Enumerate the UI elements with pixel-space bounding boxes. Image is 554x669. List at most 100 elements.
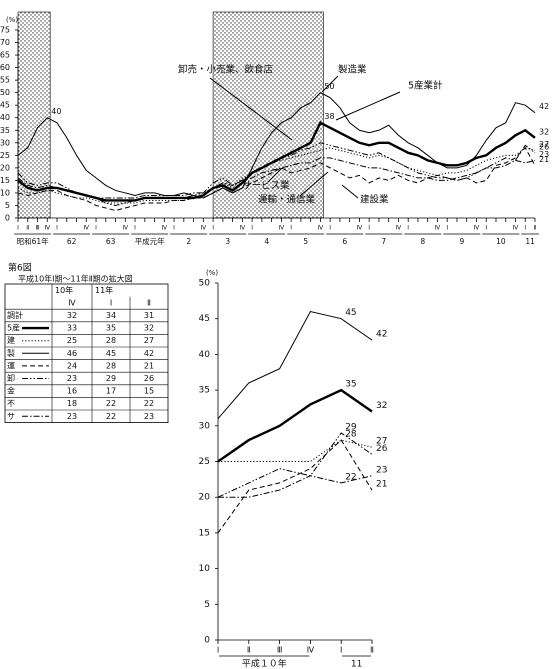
shaded-period <box>17 11 51 219</box>
y-tick-label: 45 <box>199 314 210 324</box>
y-tick-label: 25 <box>0 151 10 160</box>
row-label: 不 <box>7 399 15 408</box>
group-label: 昭和61年 <box>17 236 50 246</box>
series-line <box>218 475 373 498</box>
y-unit: (%) <box>6 16 18 24</box>
row-label: 卸 <box>7 373 15 383</box>
group-label: 63 <box>106 237 116 246</box>
data-label: 22 <box>345 472 356 482</box>
data-label: 42 <box>376 330 387 340</box>
x-tick-label: Ⅳ <box>123 225 129 232</box>
series-line <box>217 310 373 419</box>
series-annotation: 5産業計 <box>408 80 443 92</box>
x-tick-label: Ⅰ <box>173 225 175 232</box>
row-label: 運 <box>7 361 15 370</box>
series-annotation: サービス業 <box>242 180 290 192</box>
x-tick-label: Ⅱ <box>26 225 29 232</box>
table-cell: 24 <box>67 361 77 370</box>
y-unit: (%) <box>206 269 218 277</box>
y-tick-label: 10 <box>199 564 211 574</box>
group-label: 11 <box>525 237 535 246</box>
table-cell: 22 <box>144 399 154 408</box>
x-tick-label: Ⅰ <box>56 225 58 232</box>
x-tick-label: Ⅳ <box>162 225 168 232</box>
group-label: 62 <box>67 237 77 246</box>
y-tick-label: 75 <box>0 26 10 35</box>
table-cell: 18 <box>67 399 77 408</box>
table-cell: 32 <box>67 311 77 320</box>
y-tick-label: 5 <box>204 600 210 610</box>
data-label: 29 <box>345 422 357 432</box>
x-tick-label: Ⅳ <box>357 225 363 232</box>
table-cell: 33 <box>67 324 77 333</box>
y-tick-label: 35 <box>199 386 210 396</box>
x-tick-label: Ⅲ <box>35 225 39 232</box>
table-cell: 23 <box>144 412 154 421</box>
series-annotation: 製造業 <box>338 64 367 76</box>
table-cell: 21 <box>144 361 154 370</box>
x-tick-label: Ⅳ <box>318 225 324 232</box>
x-tick-label: Ⅰ <box>407 225 409 232</box>
x-tick-label: Ⅰ <box>217 646 219 655</box>
table-cell: 28 <box>106 361 116 370</box>
x-tick-label: Ⅰ <box>524 225 526 232</box>
x-tick-label: Ⅳ <box>396 225 402 232</box>
group-label: 8 <box>420 237 425 246</box>
table-cell: 27 <box>144 336 154 345</box>
data-label: 23 <box>539 150 549 159</box>
x-tick-label: Ⅰ <box>95 225 97 232</box>
x-tick-label: Ⅲ <box>277 646 283 655</box>
y-tick-label: 15 <box>199 528 210 538</box>
x-tick-label: Ⅰ <box>290 225 292 232</box>
table-cell: 25 <box>67 336 77 345</box>
x-tick-label: Ⅳ <box>240 225 246 232</box>
x-tick-label: Ⅳ <box>201 225 207 232</box>
table-cell: 23 <box>67 374 77 383</box>
table-header: 10年 <box>55 285 73 295</box>
y-tick-label: 70 <box>0 38 10 47</box>
y-tick-label: 0 <box>204 636 210 646</box>
table-cell: 34 <box>106 311 116 320</box>
group-label: 2 <box>186 237 191 246</box>
series-line <box>17 121 536 202</box>
group-label: 10 <box>496 237 506 246</box>
arrow <box>321 75 339 93</box>
series-annotation: 建設業 <box>360 194 389 206</box>
x-tick-label: Ⅱ <box>247 646 251 655</box>
arrow <box>209 77 293 141</box>
x-tick-label: Ⅰ <box>446 225 448 232</box>
y-tick-label: 30 <box>0 138 10 147</box>
x-tick-label: Ⅳ <box>44 225 50 232</box>
y-tick-label: 15 <box>0 176 10 185</box>
y-tick-label: 20 <box>0 163 10 172</box>
shaded-period <box>212 11 324 219</box>
x-tick-label: Ⅳ <box>435 225 441 232</box>
x-tick-label: Ⅳ <box>279 225 285 232</box>
arrow <box>267 167 283 183</box>
table-header: Ⅱ <box>147 298 151 307</box>
table-frame <box>4 283 169 424</box>
table-cell: 28 <box>106 336 116 345</box>
table-cell: 22 <box>106 412 116 421</box>
arrow <box>341 184 359 199</box>
series-line <box>218 439 373 462</box>
x-tick-label: Ⅰ <box>134 225 136 232</box>
y-tick-label: 40 <box>0 113 10 122</box>
table-cell: 29 <box>106 374 116 383</box>
y-tick-label: 10 <box>0 188 10 197</box>
table-subtitle: 平成10年Ⅰ期～11年Ⅱ期の拡大図 <box>18 274 133 284</box>
y-tick-label: 45 <box>0 101 10 110</box>
x-tick-label: Ⅰ <box>485 225 487 232</box>
series-line <box>17 157 536 199</box>
x-tick-label: Ⅳ <box>84 225 90 232</box>
x-tick-label: Ⅳ <box>474 225 480 232</box>
series-line <box>217 388 373 463</box>
data-label: 21 <box>539 155 549 164</box>
arrow <box>335 91 401 121</box>
y-tick-label: 30 <box>199 421 211 431</box>
y-tick-label: 50 <box>199 279 211 289</box>
data-label: 38 <box>324 112 334 121</box>
series-annotation: 運輸・通信業 <box>258 194 316 206</box>
